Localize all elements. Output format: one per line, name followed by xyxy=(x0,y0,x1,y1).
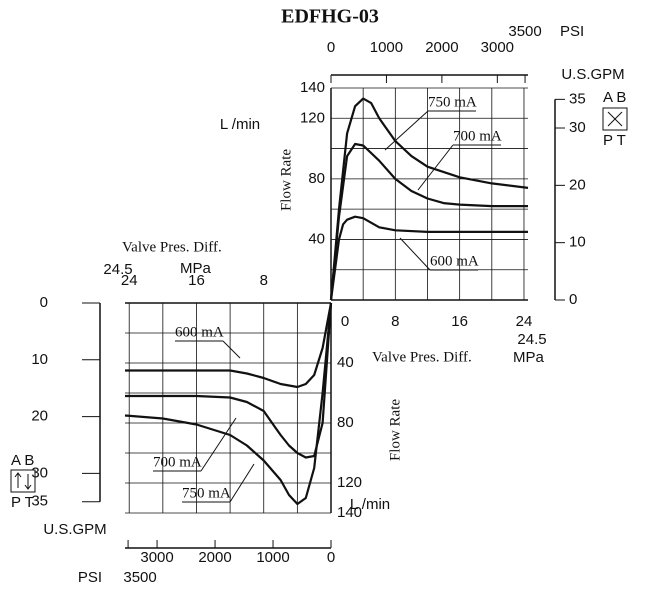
x-axis-label: Valve Pres. Diff. xyxy=(372,349,472,365)
curve xyxy=(124,302,333,506)
port-label: A B xyxy=(11,452,34,469)
port-label: P T xyxy=(11,494,34,511)
x2-tick-label: 1000 xyxy=(256,549,289,566)
y2-tick-label: 10 xyxy=(31,351,48,368)
y-tick-label: 80 xyxy=(337,414,354,431)
leader-line xyxy=(229,463,255,503)
y-axis-unit: L /min xyxy=(220,116,260,133)
y2-tick-label: 0 xyxy=(40,294,48,311)
x2-axis-label: PSI xyxy=(560,23,584,40)
legend-label: 600 mA xyxy=(430,253,479,269)
y2-tick-label: 30 xyxy=(31,464,48,481)
legend-label: 750 mA xyxy=(182,485,231,501)
x-axis-unit: MPa xyxy=(180,260,212,277)
x-tick-label: 24 xyxy=(121,272,138,289)
leader-line xyxy=(200,417,237,472)
x-tick-label: 0 xyxy=(341,313,349,330)
y2-tick-label: 35 xyxy=(569,90,586,107)
leader-line xyxy=(222,340,241,359)
x-tick-label: 24 xyxy=(516,313,533,330)
x2-axis-label: PSI xyxy=(78,569,102,586)
y-tick-label: 80 xyxy=(308,170,325,187)
x2-tick-label: 2000 xyxy=(198,549,231,566)
chart-title: EDFHG-03 xyxy=(281,6,379,28)
x-tick-label: 8 xyxy=(260,272,268,289)
y2-tick-label: 35 xyxy=(31,493,48,510)
x-axis-unit: MPa xyxy=(513,349,545,366)
legend-label: 700 mA xyxy=(153,454,202,470)
x-axis-label: Valve Pres. Diff. xyxy=(122,239,222,255)
y2-axis-label: U.S.GPM xyxy=(561,66,624,83)
y-axis-unit: L /min xyxy=(350,496,390,513)
y2-tick-label: 20 xyxy=(31,408,48,425)
port-symbol xyxy=(10,469,36,493)
x-axis-end-label: 24.5 xyxy=(517,331,546,348)
x2-tick-label: 1000 xyxy=(370,39,403,56)
y-tick-label: 120 xyxy=(300,109,325,126)
curve xyxy=(329,142,528,301)
x2-tick-label: 2000 xyxy=(425,39,458,56)
x2-tick-label: 0 xyxy=(327,39,335,56)
port-symbol xyxy=(602,107,628,131)
x2-tick-label: 0 xyxy=(327,549,335,566)
x-axis-end-label: 24.5 xyxy=(103,261,132,278)
y2-tick-label: 20 xyxy=(569,176,586,193)
leader-line xyxy=(384,110,429,151)
legend-label: 750 mA xyxy=(428,94,477,110)
y-tick-label: 140 xyxy=(300,79,325,96)
port-label: P T xyxy=(603,132,626,149)
legend-label: 700 mA xyxy=(453,128,502,144)
x2-tick-label: 3500 xyxy=(508,23,541,40)
x2-tick-label: 3000 xyxy=(140,549,173,566)
leader-line xyxy=(417,144,454,191)
x-tick-label: 16 xyxy=(188,272,205,289)
y-axis-label: Flow Rate xyxy=(387,399,403,461)
curve xyxy=(329,215,528,301)
y-tick-label: 120 xyxy=(337,474,362,491)
y-axis-label: Flow Rate xyxy=(278,149,294,211)
y2-axis-label: U.S.GPM xyxy=(43,521,106,538)
legend-label: 600 mA xyxy=(175,324,224,340)
y-tick-label: 40 xyxy=(337,354,354,371)
x2-tick-label: 3500 xyxy=(123,569,156,586)
curve xyxy=(329,97,529,301)
y2-tick-label: 30 xyxy=(569,119,586,136)
x-tick-label: 16 xyxy=(451,313,468,330)
curve xyxy=(125,302,333,389)
y2-tick-label: 0 xyxy=(569,291,577,308)
y-tick-label: 40 xyxy=(308,230,325,247)
port-label: A B xyxy=(603,89,626,106)
x-tick-label: 8 xyxy=(391,313,399,330)
y-tick-label: 140 xyxy=(337,504,362,521)
leader-line xyxy=(399,237,431,271)
y2-tick-label: 10 xyxy=(569,234,586,251)
curve xyxy=(125,302,333,459)
x2-tick-label: 3000 xyxy=(481,39,514,56)
